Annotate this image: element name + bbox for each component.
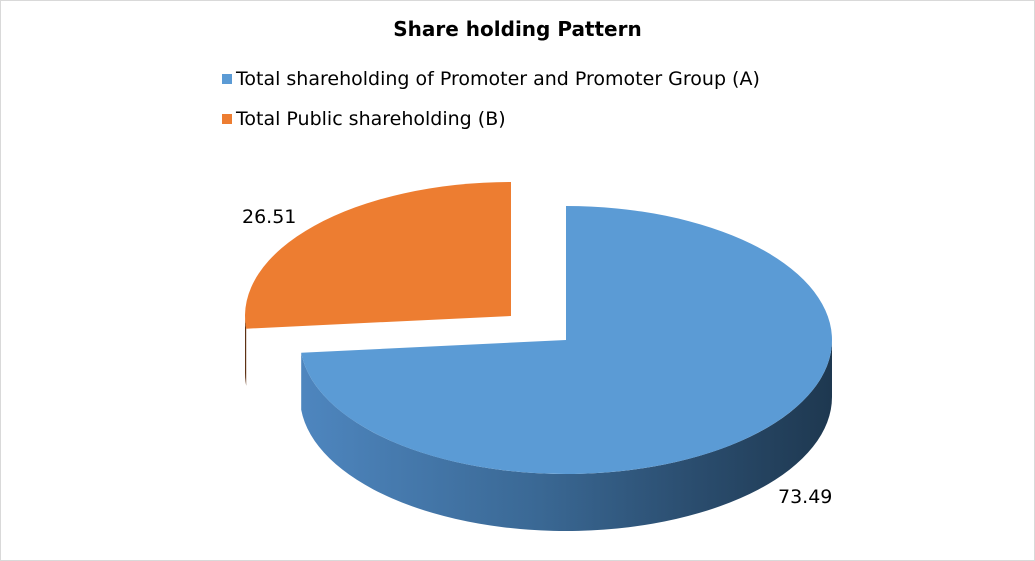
legend-swatch-promoter <box>222 74 232 84</box>
legend-label-public: Total Public shareholding (B) <box>236 108 506 130</box>
legend-label-promoter: Total shareholding of Promoter and Promo… <box>236 68 760 90</box>
legend-item-promoter: Total shareholding of Promoter and Promo… <box>222 66 760 92</box>
data-label-public: 26.51 <box>242 206 296 228</box>
chart-title: Share holding Pattern <box>393 17 642 41</box>
legend-item-public: Total Public shareholding (B) <box>222 106 760 132</box>
pie-slice-public <box>245 182 511 329</box>
pie-side-promoter <box>301 340 832 531</box>
pie-side-public <box>245 316 247 386</box>
data-label-promoter: 73.49 <box>778 486 832 508</box>
pie-slices <box>245 182 832 531</box>
legend-swatch-public <box>222 114 232 124</box>
chart-legend: Total shareholding of Promoter and Promo… <box>222 66 760 146</box>
pie-slice-promoter <box>301 206 832 475</box>
